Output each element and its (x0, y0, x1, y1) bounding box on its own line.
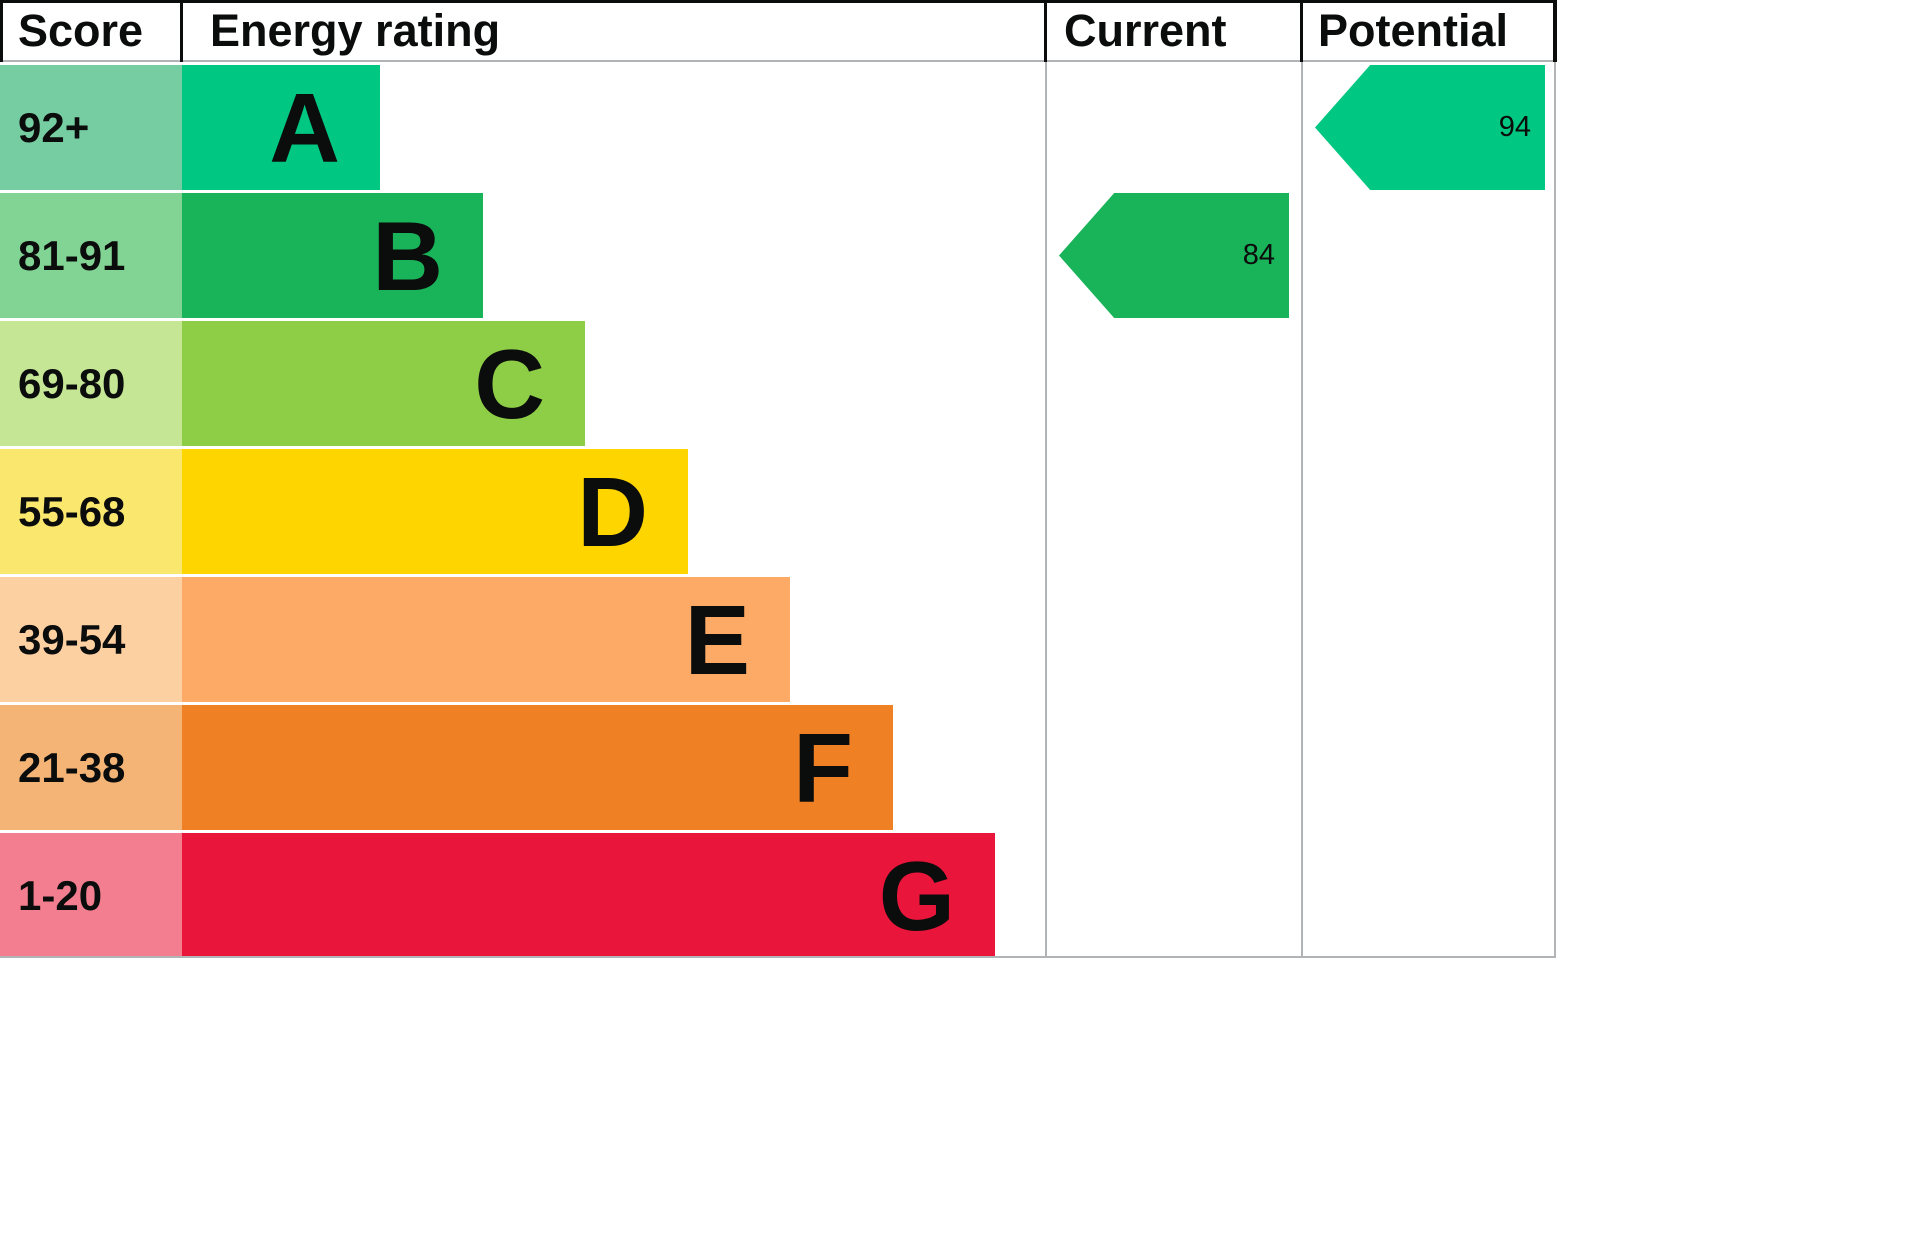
current-header-divider (1044, 0, 1047, 62)
current-column-line (1045, 62, 1047, 958)
chart-bottom-line (0, 956, 1556, 958)
current-header: Current (1064, 5, 1227, 56)
header-top-border (0, 0, 1557, 3)
header-bottom-line (0, 60, 1556, 62)
potential-column-line (1301, 62, 1303, 958)
current-column: 84 (1046, 62, 1302, 958)
band-score-g: 1-20 (0, 833, 182, 958)
band-row-b: 81-91 B (0, 190, 1046, 318)
rating-bands: 92+ A 81-91 B 69-80 C 55-68 D (0, 62, 1046, 958)
energy-rating-header: Energy rating (210, 5, 501, 56)
band-score-e: 39-54 (0, 577, 182, 702)
band-row-f: 21-38 F (0, 702, 1046, 830)
band-row-e: 39-54 E (0, 574, 1046, 702)
band-bar-b: B (182, 193, 483, 318)
band-letter-a: A (269, 72, 340, 183)
potential-rating-value: 94 (1498, 111, 1531, 143)
band-letter-e: E (684, 584, 750, 695)
score-header: Score (18, 5, 144, 56)
header-right-border (1553, 0, 1557, 62)
band-score-d: 55-68 (0, 449, 182, 574)
band-row-d: 55-68 D (0, 446, 1046, 574)
band-bar-g: G (182, 833, 995, 958)
band-score-b: 81-91 (0, 193, 182, 318)
current-rating-arrow: 84 (1059, 193, 1289, 318)
band-bar-c: C (182, 321, 585, 446)
band-bar-f: F (182, 705, 893, 830)
epc-energy-rating-chart: Score Energy rating Current Potential 92… (0, 0, 1558, 958)
current-rating-value: 84 (1242, 239, 1275, 271)
band-score-c: 69-80 (0, 321, 182, 446)
score-header-divider (180, 0, 183, 62)
band-score-a: 92+ (0, 65, 182, 190)
band-score-f: 21-38 (0, 705, 182, 830)
band-bar-a: A (182, 65, 380, 190)
band-row-g: 1-20 G (0, 830, 1046, 958)
potential-rating-arrow: 94 (1315, 65, 1545, 190)
band-row-a: 92+ A (0, 62, 1046, 190)
potential-header-divider (1300, 0, 1303, 62)
band-letter-f: F (793, 712, 853, 823)
header-left-border (0, 0, 3, 62)
potential-column: 94 (1302, 62, 1558, 958)
band-letter-b: B (372, 200, 443, 311)
band-bar-e: E (182, 577, 790, 702)
band-row-c: 69-80 C (0, 318, 1046, 446)
band-letter-c: C (474, 328, 545, 439)
chart-right-line (1554, 62, 1556, 958)
band-letter-g: G (878, 840, 955, 951)
band-bar-d: D (182, 449, 688, 574)
potential-header: Potential (1318, 5, 1509, 56)
band-letter-d: D (577, 456, 648, 567)
